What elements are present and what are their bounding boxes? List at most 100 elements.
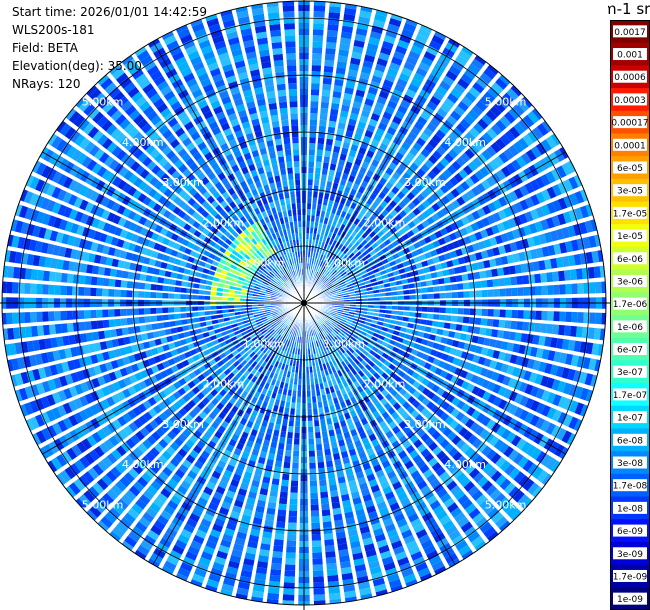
ppi-cell bbox=[440, 141, 451, 152]
ppi-cell bbox=[434, 230, 443, 239]
ppi-cell bbox=[299, 354, 303, 361]
ppi-cell bbox=[393, 367, 401, 375]
ppi-cell bbox=[440, 337, 448, 345]
ppi-cell bbox=[490, 123, 503, 136]
ppi-cell bbox=[256, 385, 263, 393]
ppi-cell bbox=[408, 177, 418, 187]
ppi-cell bbox=[197, 497, 208, 507]
ppi-cell bbox=[517, 99, 530, 112]
ppi-cell bbox=[234, 537, 246, 546]
ppi-cell bbox=[245, 465, 254, 474]
ppi-cell bbox=[369, 368, 377, 376]
ppi-cell bbox=[258, 555, 269, 563]
ppi-cell bbox=[167, 478, 179, 489]
ppi-cell bbox=[384, 132, 394, 141]
ppi-cell bbox=[290, 408, 295, 415]
ppi-cell bbox=[309, 233, 313, 240]
ppi-cell bbox=[205, 384, 214, 392]
ppi-cell bbox=[255, 283, 262, 288]
ppi-cell bbox=[89, 505, 102, 518]
ppi-cell bbox=[279, 356, 285, 364]
ppi-cell bbox=[559, 352, 568, 364]
ppi-cell bbox=[455, 439, 466, 450]
ppi-cell bbox=[200, 551, 213, 561]
ppi-cell bbox=[427, 426, 437, 436]
ppi-cell bbox=[17, 357, 26, 370]
ppi-cell bbox=[357, 362, 365, 370]
ppi-cell bbox=[475, 308, 482, 316]
ppi-cell bbox=[371, 319, 378, 325]
ppi-cell bbox=[312, 35, 324, 42]
ppi-cell bbox=[344, 365, 350, 373]
ppi-cell bbox=[412, 172, 422, 182]
ppi-cell bbox=[161, 565, 174, 575]
ppi-cell bbox=[350, 255, 357, 262]
ppi-cell bbox=[397, 290, 404, 295]
ppi-cell bbox=[450, 283, 458, 291]
ppi-cell bbox=[579, 387, 590, 401]
ppi-cell bbox=[178, 245, 187, 253]
ppi-cell bbox=[360, 180, 369, 189]
ppi-cell bbox=[223, 577, 236, 587]
ppi-cell bbox=[96, 478, 109, 491]
ppi-cell bbox=[427, 242, 435, 251]
ppi-cell bbox=[145, 451, 156, 462]
ppi-cell bbox=[204, 306, 211, 311]
ppi-cell bbox=[324, 321, 330, 327]
ppi-cell bbox=[210, 310, 217, 315]
ppi-cell bbox=[398, 268, 406, 274]
ppi-cell bbox=[170, 365, 179, 373]
ppi-cell bbox=[428, 334, 437, 341]
ppi-cell bbox=[506, 254, 515, 264]
ppi-cell bbox=[322, 236, 327, 243]
ppi-cell bbox=[58, 246, 67, 257]
ppi-cell bbox=[352, 401, 360, 410]
ppi-cell bbox=[34, 353, 43, 366]
ppi-cell bbox=[379, 309, 386, 314]
ppi-cell bbox=[345, 517, 356, 525]
ppi-cell bbox=[238, 324, 245, 330]
ppi-cell bbox=[498, 152, 510, 164]
ppi-cell bbox=[389, 388, 398, 397]
ppi-cell bbox=[436, 397, 446, 407]
ppi-cell bbox=[401, 233, 410, 241]
ppi-cell bbox=[361, 327, 369, 333]
ppi-cell bbox=[136, 459, 148, 471]
ppi-cell bbox=[397, 295, 404, 300]
ppi-cell bbox=[78, 494, 91, 507]
ppi-cell bbox=[498, 278, 506, 287]
ppi-cell bbox=[573, 418, 583, 432]
ppi-cell bbox=[270, 306, 277, 309]
ppi-cell bbox=[317, 259, 322, 266]
ppi-cell bbox=[168, 286, 175, 292]
ppi-cell bbox=[474, 317, 482, 325]
ppi-cell bbox=[288, 365, 292, 372]
ray-82 bbox=[25, 306, 295, 432]
ppi-cell bbox=[327, 367, 333, 375]
ppi-cell bbox=[293, 384, 297, 391]
ppi-cell bbox=[328, 478, 337, 486]
ppi-cell bbox=[276, 521, 286, 529]
ppi-cell bbox=[262, 476, 271, 484]
ppi-cell bbox=[475, 345, 483, 355]
ppi-cell bbox=[48, 271, 56, 282]
ppi-cell bbox=[193, 368, 202, 376]
ppi-cell bbox=[79, 456, 91, 469]
ppi-cell bbox=[337, 333, 344, 339]
ppi-cell bbox=[163, 387, 172, 397]
ppi-cell bbox=[244, 355, 252, 363]
ppi-cell bbox=[511, 435, 522, 447]
ppi-cell bbox=[311, 83, 320, 90]
ppi-cell bbox=[530, 400, 540, 412]
ppi-cell bbox=[330, 441, 338, 449]
ppi-cell bbox=[490, 470, 503, 483]
ppi-cell bbox=[40, 181, 51, 195]
ppi-cell bbox=[246, 304, 253, 308]
ppi-cell bbox=[145, 230, 154, 239]
ppi-cell bbox=[225, 276, 233, 281]
ppi-cell bbox=[254, 363, 261, 371]
ppi-cell bbox=[75, 498, 87, 510]
ppi-cell bbox=[320, 419, 326, 426]
ppi-cell bbox=[460, 135, 472, 147]
ppi-cell bbox=[333, 145, 341, 154]
